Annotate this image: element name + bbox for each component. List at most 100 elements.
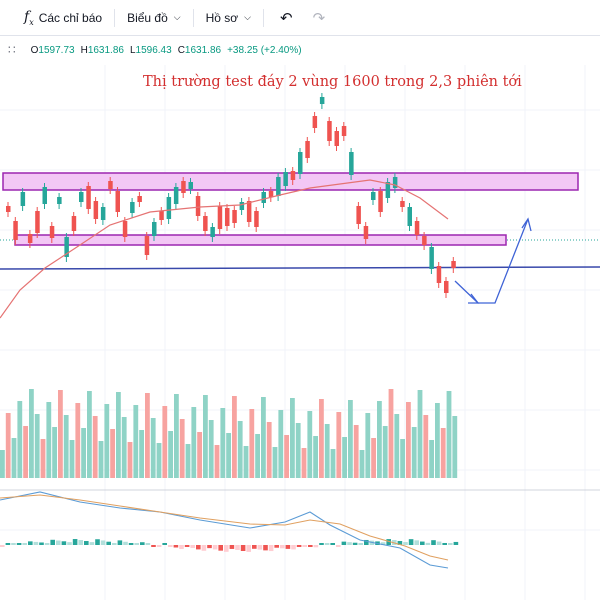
undo-icon[interactable]: ↶ bbox=[279, 9, 293, 27]
candle bbox=[436, 266, 442, 283]
chart-overlays bbox=[0, 179, 532, 319]
macd-histogram-bar bbox=[397, 541, 403, 545]
candle bbox=[276, 177, 281, 196]
volume-bar bbox=[156, 443, 162, 478]
candlesticks bbox=[6, 93, 456, 298]
volume-bar bbox=[365, 413, 371, 478]
macd-histogram-bar bbox=[39, 542, 44, 545]
macd-histogram-bar bbox=[218, 545, 223, 551]
chart-menu-label: Biểu đồ bbox=[127, 10, 168, 25]
candle bbox=[290, 171, 296, 180]
macd-histogram-bar bbox=[364, 539, 369, 545]
volume-bar bbox=[394, 414, 400, 478]
volume-bar bbox=[452, 416, 458, 478]
price-chart[interactable]: Thị trường test đáy 2 vùng 1600 trong 2,… bbox=[0, 37, 600, 600]
volume-bar bbox=[330, 449, 336, 478]
macd-histogram-bar bbox=[431, 540, 436, 545]
candle bbox=[108, 181, 113, 189]
profile-menu-button[interactable]: Hồ sơ ⌵ bbox=[200, 5, 257, 31]
candle bbox=[246, 201, 252, 222]
volume-bar bbox=[435, 403, 440, 478]
toolbar-divider bbox=[192, 8, 194, 27]
macd-histogram-bar bbox=[89, 542, 95, 545]
macd-histogram-bar bbox=[268, 545, 274, 552]
macd-histogram-bar bbox=[145, 543, 151, 545]
macd-histogram-bar bbox=[128, 543, 134, 545]
volume-bar bbox=[185, 444, 191, 478]
macd-histogram-bar bbox=[173, 545, 179, 548]
candle bbox=[71, 216, 77, 231]
volume-bar bbox=[272, 447, 278, 478]
toolbar: fx Các chỉ báo Biểu đồ ⌵ Hồ sơ ⌵ ↶ ↷ bbox=[0, 0, 600, 36]
toolbar-divider bbox=[262, 8, 264, 27]
volume-bar bbox=[411, 427, 417, 478]
volume-bar bbox=[406, 402, 411, 478]
volume-bar bbox=[319, 399, 324, 478]
macd-histogram-bar bbox=[274, 545, 279, 548]
volume-bar bbox=[92, 416, 98, 478]
volume-bar bbox=[58, 390, 63, 478]
volume-bar bbox=[29, 389, 34, 478]
volume-bar bbox=[11, 438, 17, 478]
close-value: 1631.86 bbox=[184, 44, 222, 56]
volume-bar bbox=[301, 448, 307, 478]
macd-histogram-bar bbox=[117, 540, 123, 545]
volume-bar bbox=[261, 397, 266, 478]
indicators-button[interactable]: fx Các chỉ báo bbox=[18, 5, 108, 31]
candle bbox=[239, 202, 245, 210]
chevron-down-icon: ⌵ bbox=[244, 12, 251, 22]
drag-handle-icon[interactable]: ∷ bbox=[8, 43, 17, 57]
support-zone bbox=[14, 234, 507, 246]
macd-histogram-bar bbox=[352, 542, 358, 545]
candle bbox=[20, 192, 26, 206]
candle bbox=[210, 227, 215, 237]
toolbar-divider bbox=[114, 8, 116, 27]
volume-bar bbox=[208, 420, 214, 478]
volume-bar bbox=[400, 439, 405, 478]
macd-histogram-bar bbox=[61, 541, 67, 545]
volume-bar bbox=[81, 428, 86, 478]
candle bbox=[225, 208, 230, 226]
candle bbox=[414, 221, 420, 235]
volume-bar bbox=[127, 442, 133, 478]
macd-histogram-bar bbox=[291, 545, 296, 550]
macd-histogram-bar bbox=[33, 541, 39, 545]
candle bbox=[392, 177, 398, 188]
macd-histogram-bar bbox=[156, 545, 162, 547]
chart-area[interactable]: Thị trường test đáy 2 vùng 1600 trong 2,… bbox=[0, 37, 600, 600]
volume-bar bbox=[179, 419, 185, 478]
change-value: +38.25 (+2.40%) bbox=[227, 44, 302, 56]
volume-bar bbox=[168, 431, 173, 478]
candle bbox=[27, 234, 33, 243]
macd-histogram-bar bbox=[308, 545, 313, 547]
macd-histogram-bar bbox=[16, 543, 22, 545]
price-zones bbox=[0, 172, 600, 270]
candle bbox=[385, 182, 391, 198]
volume-bar bbox=[139, 430, 144, 478]
candle bbox=[444, 281, 449, 293]
macd-histogram-bar bbox=[140, 542, 145, 545]
candle bbox=[86, 186, 91, 209]
volume-bar bbox=[249, 409, 255, 478]
volume-bar bbox=[243, 446, 249, 478]
candle bbox=[451, 261, 456, 268]
redo-icon[interactable]: ↷ bbox=[312, 9, 326, 27]
volume-bar bbox=[40, 439, 46, 478]
macd-histogram-bar bbox=[302, 545, 307, 547]
candle bbox=[327, 121, 332, 141]
macd-histogram-bar bbox=[229, 545, 235, 549]
macd-histogram-bar bbox=[414, 540, 419, 545]
macd-histogram-bar bbox=[50, 539, 55, 545]
volume-bar bbox=[110, 429, 115, 478]
candle bbox=[378, 191, 383, 212]
ohlc-legend: ∷ O 1597.73 H 1631.86 L 1596.43 C 1631.86 +3… bbox=[8, 43, 302, 57]
candle bbox=[188, 182, 193, 189]
macd-histogram-bar bbox=[190, 545, 195, 548]
macd-histogram-bar bbox=[78, 540, 83, 545]
volume-bar bbox=[63, 415, 69, 478]
macd-histogram-bar bbox=[212, 545, 218, 550]
candle bbox=[152, 222, 157, 236]
volume-bars bbox=[0, 389, 458, 478]
candle bbox=[400, 201, 405, 207]
chart-menu-button[interactable]: Biểu đồ ⌵ bbox=[121, 5, 187, 31]
